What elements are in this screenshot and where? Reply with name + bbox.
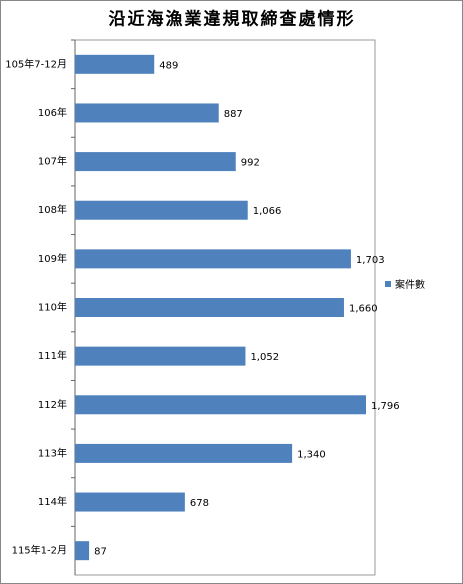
value-label: 1,052	[250, 352, 279, 363]
value-label: 678	[190, 498, 209, 509]
value-label: 1,066	[253, 206, 282, 217]
y-tick-label: 115年1-2月	[12, 544, 67, 557]
value-label: 1,340	[297, 449, 326, 460]
bar	[75, 249, 351, 269]
y-tick-label: 113年	[38, 446, 67, 459]
y-tick-label: 112年	[38, 398, 67, 411]
value-label: 992	[241, 158, 260, 169]
value-label: 1,703	[356, 255, 385, 266]
bar	[75, 152, 236, 172]
bar	[75, 395, 366, 415]
y-tick-label: 106年	[38, 106, 67, 119]
chart-title: 沿近海漁業違規取締查處情形	[109, 9, 356, 30]
legend-swatch	[385, 281, 391, 287]
y-tick-label: 110年	[38, 301, 67, 314]
bar	[75, 541, 90, 561]
bar	[75, 103, 219, 123]
value-label: 87	[94, 547, 107, 558]
bar	[75, 346, 246, 366]
bar	[75, 200, 248, 220]
bar	[75, 298, 344, 317]
y-tick-label: 114年	[38, 495, 67, 508]
y-tick-label: 109年	[38, 252, 67, 265]
y-tick-label: 107年	[38, 155, 67, 168]
value-label: 489	[159, 60, 178, 71]
bar	[75, 492, 185, 512]
value-label: 1,660	[349, 304, 378, 315]
y-tick-label: 108年	[38, 203, 67, 216]
value-label: 1,796	[371, 401, 400, 412]
legend-label: 案件數	[395, 278, 425, 291]
bar	[75, 443, 293, 463]
y-tick-label: 111年	[38, 349, 67, 362]
y-tick-label: 105年7-12月	[5, 57, 67, 70]
bar	[75, 54, 155, 74]
value-label: 887	[224, 109, 243, 120]
